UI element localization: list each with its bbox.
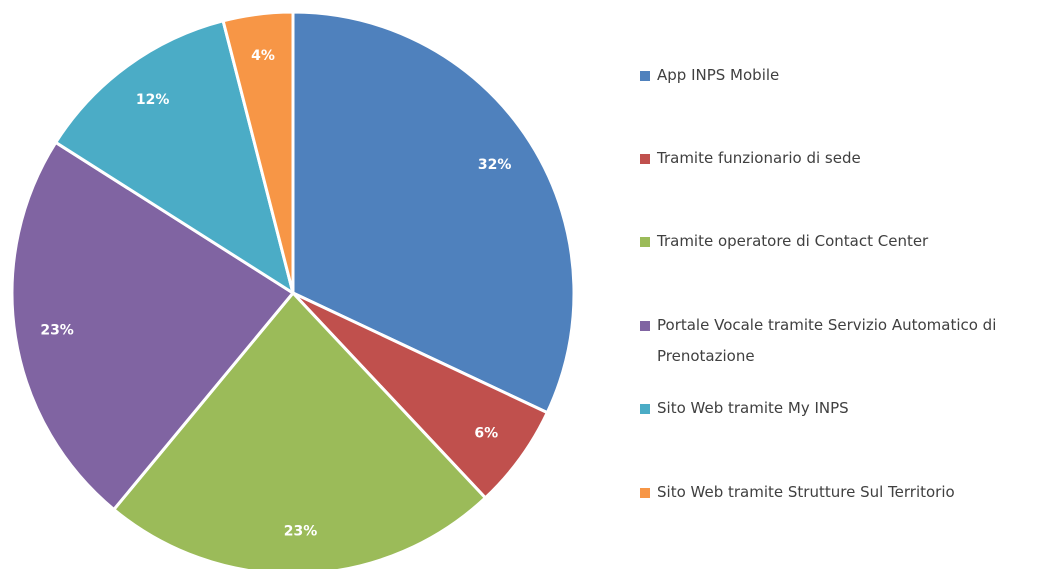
legend-label: Tramite funzionario di sede [657,148,861,167]
pie-slice [53,19,296,297]
legend-item: Portale Vocale tramite Servizio Automati… [640,310,1064,372]
slice-label: 4% [251,48,275,64]
legend-item: Sito Web tramite My INPS [640,393,1064,424]
legend-label: Portale Vocale tramite Servizio Automati… [657,315,997,365]
legend-label: Tramite operatore di Contact Center [657,232,929,251]
slice-label: 23% [284,524,318,540]
legend-swatch [640,70,650,81]
legend-item: Sito Web tramite Strutture Sul Territori… [640,477,1064,508]
pie: 32% 6% 23% 23% 12% 4% [10,10,576,569]
slice-label: 32% [478,157,512,173]
slice-label: 23% [40,322,74,338]
legend-label: App INPS Mobile [657,65,780,84]
legend-swatch [640,320,650,331]
legend-item: App INPS Mobile [640,60,1064,91]
pie-slice [111,290,488,569]
legend-label: Sito Web tramite My INPS [657,399,849,418]
legend-item: Tramite operatore di Contact Center [640,226,1064,257]
legend-swatch [640,487,650,498]
slice-label: 12% [136,92,170,108]
pie-slice [291,10,576,415]
legend-swatch [640,153,650,164]
pie-slice [221,10,295,294]
legend-swatch [640,237,650,248]
slice-label: 6% [474,425,498,441]
legend-label: Sito Web tramite Strutture Sul Territori… [657,482,955,501]
pie-slice [10,140,296,512]
legend-swatch [640,404,650,415]
legend-item: Tramite funzionario di sede [640,143,1064,174]
